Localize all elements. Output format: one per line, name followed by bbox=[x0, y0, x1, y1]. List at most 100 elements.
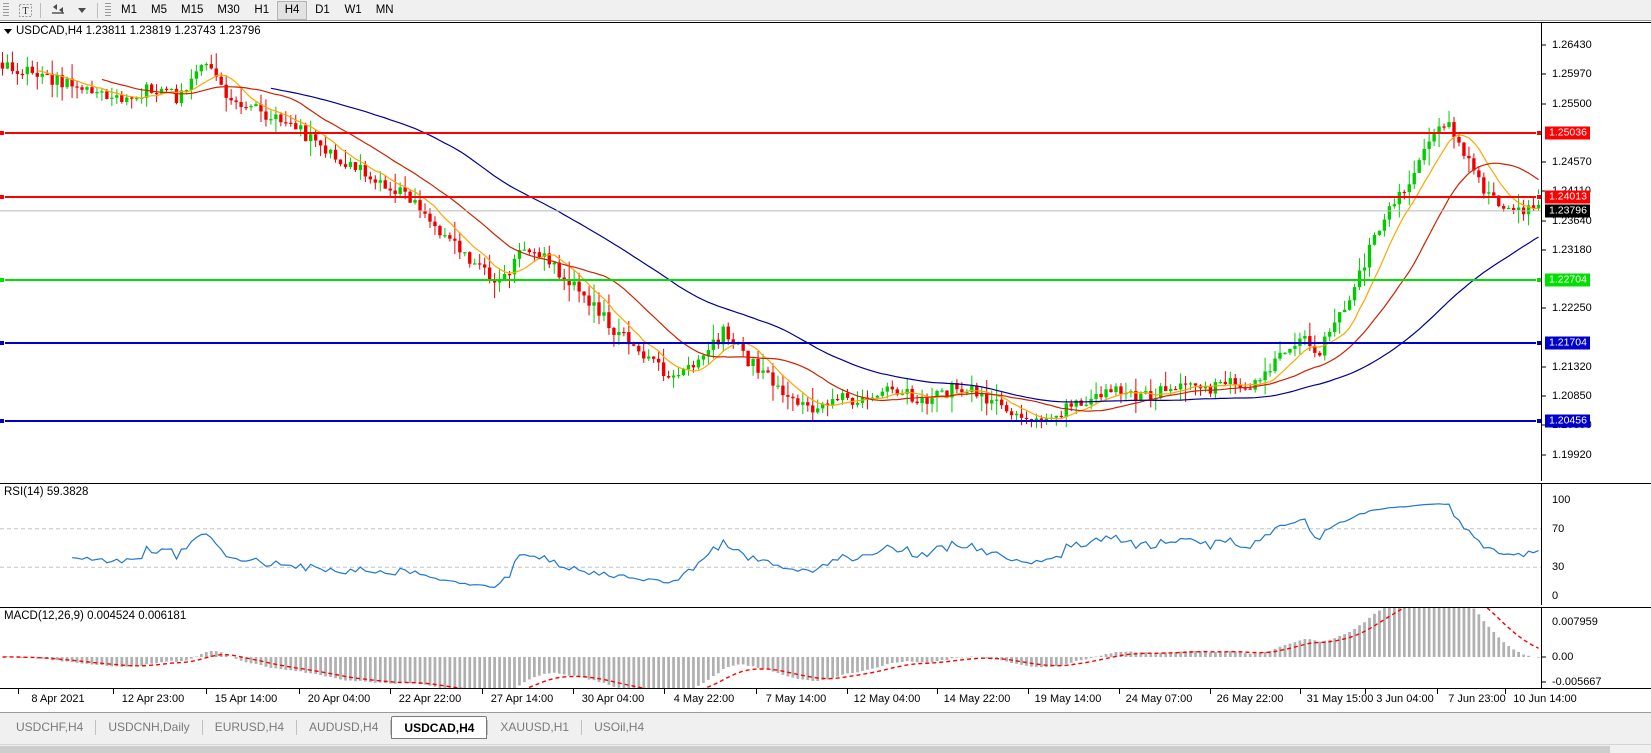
price-tick bbox=[1542, 161, 1546, 163]
price-axis-label: 1.21320 bbox=[1552, 360, 1592, 373]
time-axis-label: 7 May 14:00 bbox=[765, 693, 827, 705]
svg-text:T: T bbox=[22, 6, 28, 17]
timeframe-m15[interactable]: M15 bbox=[181, 4, 204, 16]
price-axis[interactable]: 1.264301.259701.255001.245701.241101.236… bbox=[1541, 23, 1651, 481]
time-axis[interactable]: 8 Apr 2021 12 Apr 23:00 15 Apr 14:00 20 Apr… bbox=[0, 688, 1651, 710]
level-anchor-left[interactable] bbox=[0, 194, 5, 201]
horizontal-scrollbar[interactable] bbox=[0, 744, 1651, 753]
level-tag-resistance-2: 1.24013 bbox=[1545, 190, 1590, 204]
tab-divider bbox=[581, 720, 583, 735]
bid-price-tag: 1.23796 bbox=[1545, 204, 1590, 218]
time-axis-label: 4 May 22:00 bbox=[673, 693, 735, 705]
chart-tab-usdchf-h4[interactable]: USDCHF,H4 bbox=[16, 720, 84, 734]
price-level-overlay bbox=[0, 23, 1542, 481]
time-tick bbox=[1119, 689, 1120, 694]
time-axis-label: 14 May 22:00 bbox=[943, 693, 1011, 705]
timeframe-m30[interactable]: M30 bbox=[217, 4, 240, 16]
timeframe-mn[interactable]: MN bbox=[375, 4, 394, 16]
tab-divider bbox=[390, 720, 392, 735]
chart-tab-xauusd-h1[interactable]: XAUUSD,H1 bbox=[500, 720, 570, 734]
price-tick bbox=[1542, 190, 1546, 192]
time-axis-label: 20 Apr 04:00 bbox=[307, 693, 371, 705]
time-axis-label: 12 May 04:00 bbox=[853, 693, 921, 705]
toolbar-separator-2 bbox=[97, 2, 98, 18]
level-line-resistance-1[interactable] bbox=[0, 129, 1542, 136]
chart-tab-audusd-h4[interactable]: AUDUSD,H4 bbox=[309, 720, 379, 734]
ma-line-MA-medium bbox=[101, 78, 1539, 412]
rsi-header: RSI(14) 59.3828 bbox=[4, 486, 89, 498]
level-anchor-left[interactable] bbox=[0, 418, 5, 425]
time-tick bbox=[18, 689, 19, 694]
time-axis-label: 27 Apr 14:00 bbox=[490, 693, 554, 705]
macd-scale-label: 0.00 bbox=[1552, 651, 1574, 664]
macd-scale-label: 0.007959 bbox=[1552, 616, 1598, 628]
macd-header: MACD(12,26,9) 0.004524 0.006181 bbox=[4, 610, 187, 622]
chart-tab-eurusd-h4[interactable]: EURUSD,H4 bbox=[214, 720, 285, 734]
timeframe-d1[interactable]: D1 bbox=[315, 4, 330, 16]
macd-histogram bbox=[6, 608, 1540, 689]
level-tag-pivot: 1.22704 bbox=[1545, 273, 1590, 287]
timeframe-h4[interactable]: H4 bbox=[276, 0, 308, 20]
time-axis-label: 7 Jun 23:00 bbox=[1448, 693, 1506, 705]
level-tag-resistance-1: 1.25036 bbox=[1545, 126, 1590, 140]
text-tool-icon[interactable]: T bbox=[14, 1, 36, 20]
time-tick bbox=[573, 689, 574, 694]
price-tick bbox=[1542, 307, 1546, 309]
symbol-header: USDCAD,H4 1.23811 1.23819 1.23743 1.2379… bbox=[4, 25, 261, 37]
level-line-support-1[interactable] bbox=[0, 339, 1542, 346]
chart-tab-usdcnh-daily[interactable]: USDCNH,Daily bbox=[108, 720, 190, 734]
time-axis-label: 3 Jun 04:00 bbox=[1376, 693, 1434, 705]
chart-tab-usdcad-h4[interactable]: USDCAD,H4 bbox=[391, 716, 488, 739]
macd-scale-label: -0.005667 bbox=[1552, 676, 1602, 688]
price-tick bbox=[1542, 44, 1546, 46]
level-anchor-left[interactable] bbox=[0, 276, 5, 283]
macd-pane[interactable]: MACD(12,26,9) 0.004524 0.006181 0.007959… bbox=[0, 607, 1651, 689]
toolbar-separator-1 bbox=[40, 2, 41, 18]
timeframe-w1[interactable]: W1 bbox=[344, 4, 362, 16]
level-anchor-left[interactable] bbox=[0, 339, 5, 346]
level-line-support-2[interactable] bbox=[0, 418, 1542, 425]
symbol-header-text: USDCAD,H4 1.23811 1.23819 1.23743 1.2379… bbox=[16, 25, 261, 37]
time-axis-label: 12 Apr 23:00 bbox=[121, 693, 185, 705]
chart-tab-usoil-h4[interactable]: USOil,H4 bbox=[594, 720, 645, 734]
crosshair-tool-icon[interactable] bbox=[47, 1, 69, 20]
ma-line-MA-fast bbox=[37, 70, 1539, 420]
price-axis-label: 1.23180 bbox=[1552, 243, 1592, 256]
chart-window[interactable]: USDCAD,H4 1.23811 1.23819 1.23743 1.2379… bbox=[0, 22, 1651, 689]
rsi-pane[interactable]: RSI(14) 59.3828 100 70 30 0 bbox=[0, 483, 1651, 605]
timeframe-m5[interactable]: M5 bbox=[151, 4, 167, 16]
rsi-scale-label: 100 bbox=[1552, 494, 1571, 506]
time-tick bbox=[664, 689, 665, 694]
chart-menu-icon[interactable] bbox=[4, 28, 12, 34]
toolbar-grip[interactable] bbox=[3, 2, 9, 18]
price-tick bbox=[1542, 73, 1546, 75]
timeframe-grip[interactable] bbox=[105, 2, 111, 18]
rsi-scale-label: 70 bbox=[1552, 522, 1565, 535]
price-pane[interactable]: USDCAD,H4 1.23811 1.23819 1.23743 1.2379… bbox=[0, 23, 1651, 481]
price-tick bbox=[1542, 220, 1546, 222]
timeframe-m1[interactable]: M1 bbox=[121, 4, 137, 16]
price-tick bbox=[1542, 103, 1546, 105]
level-line-resistance-2[interactable] bbox=[0, 194, 1542, 201]
level-line-pivot[interactable] bbox=[0, 276, 1542, 283]
ma-line-MA-slow bbox=[270, 87, 1539, 403]
price-axis-label: 1.26430 bbox=[1552, 39, 1592, 51]
timeframe-h1[interactable]: H1 bbox=[254, 4, 270, 16]
price-tick bbox=[1542, 395, 1546, 397]
scrollbar-thumb[interactable] bbox=[0, 746, 1610, 753]
timeframe-group: M1 M5 M15 M30 H1 H4 D1 W1 MN bbox=[114, 0, 401, 20]
price-tick bbox=[1542, 366, 1546, 368]
time-tick bbox=[299, 689, 300, 694]
time-tick bbox=[206, 689, 207, 694]
time-axis-label: 26 May 22:00 bbox=[1216, 693, 1284, 705]
time-tick bbox=[113, 689, 114, 694]
toolbar-dropdown-icon[interactable] bbox=[71, 1, 93, 20]
macd-tick bbox=[1542, 681, 1546, 683]
rsi-line bbox=[72, 503, 1539, 589]
level-anchor-left[interactable] bbox=[0, 129, 5, 136]
time-tick bbox=[1505, 689, 1506, 694]
time-axis-label: 19 May 14:00 bbox=[1034, 693, 1102, 705]
time-tick bbox=[937, 689, 938, 694]
time-axis-label: 10 Jun 14:00 bbox=[1513, 693, 1577, 705]
